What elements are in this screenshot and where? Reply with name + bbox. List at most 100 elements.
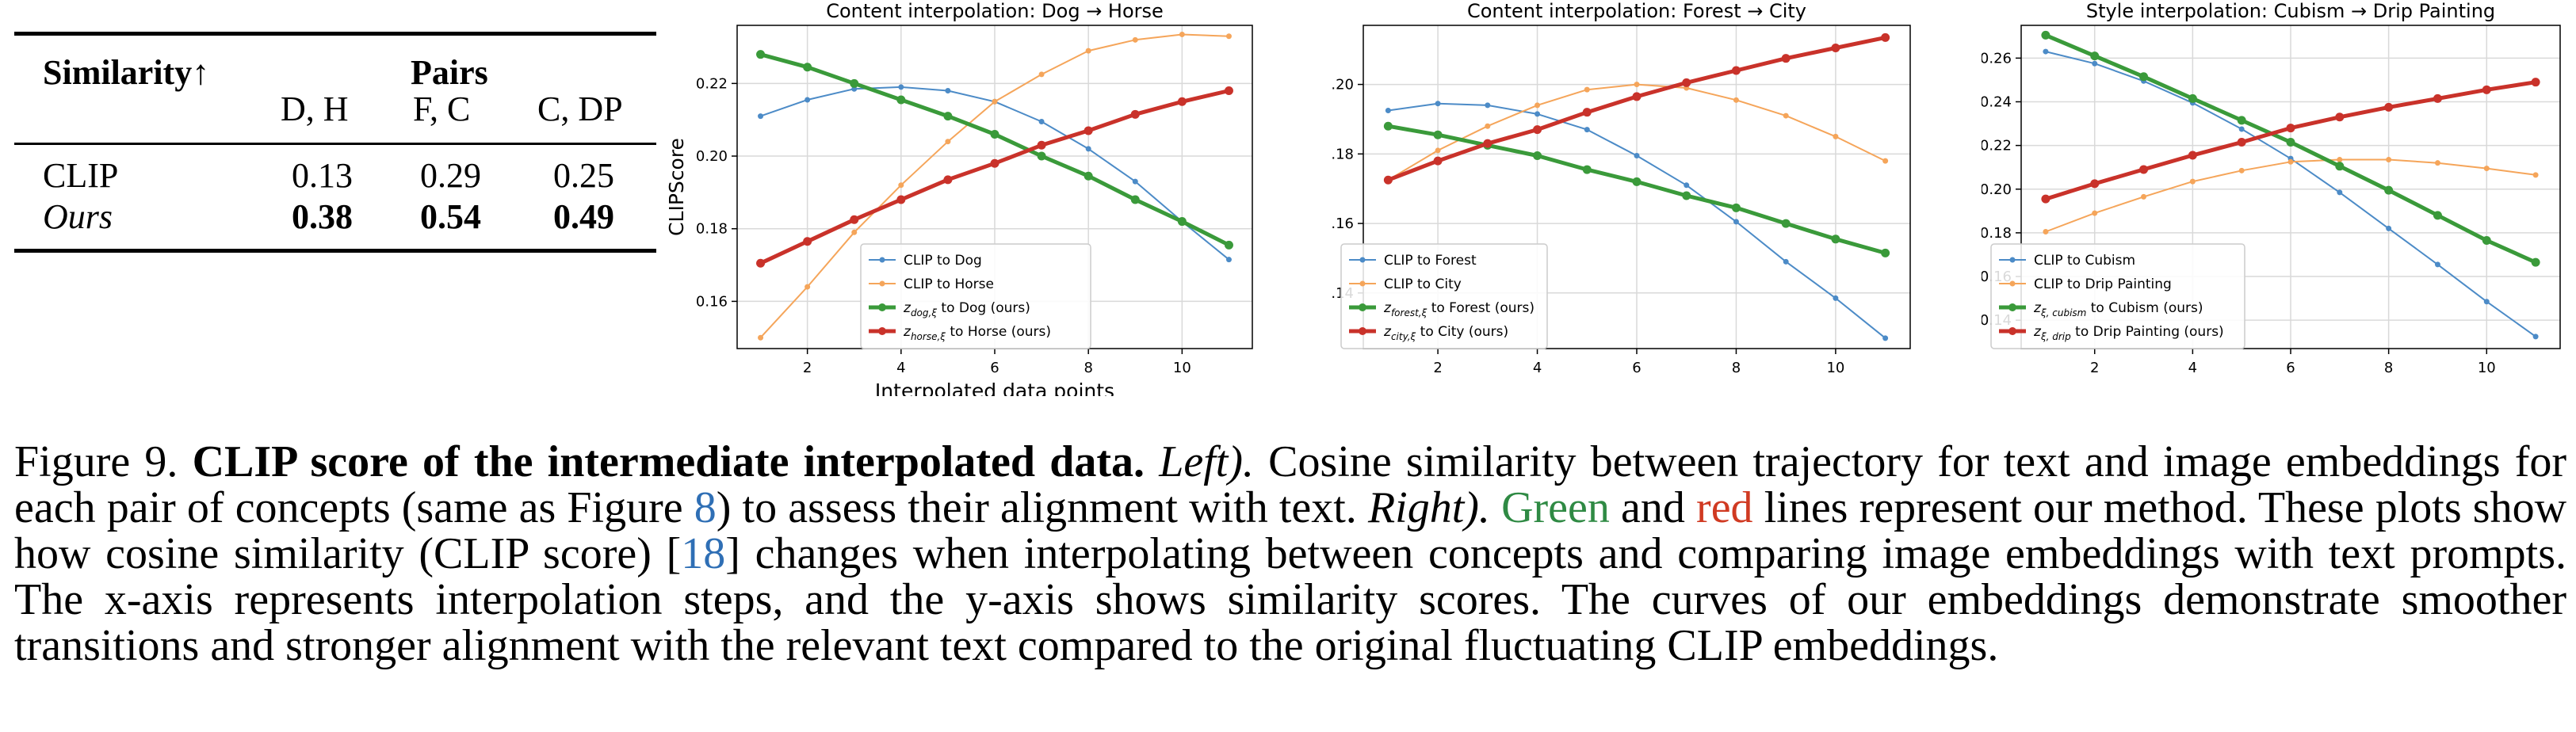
series-point-2 (2531, 257, 2540, 267)
cell-ours-cdp: 0.49 (553, 197, 614, 236)
y-tick-label: 0.18 (1982, 225, 2012, 242)
series-point-2 (2482, 236, 2491, 246)
legend-swatch-marker (1359, 280, 1366, 287)
series-point-0 (2386, 225, 2392, 231)
series-point-0 (2337, 189, 2343, 196)
series-point-1 (945, 139, 951, 145)
header-similarity: Similarity↑ (43, 53, 210, 92)
y-tick-label: 0.20 (696, 148, 728, 165)
legend-swatch-marker (879, 280, 885, 287)
series-point-0 (1225, 257, 1232, 263)
table-mid-rule (14, 143, 656, 145)
x-tick-label: 6 (1632, 360, 1641, 376)
legend-box (860, 243, 1091, 349)
caption-text-1: Cosine similarity between trajectory for… (14, 437, 2567, 532)
legend-swatch-marker (2009, 257, 2016, 263)
caption-text-2: ) to assess their alignment with text. (716, 483, 1368, 532)
series-point-1 (1783, 112, 1789, 119)
series-point-2 (1224, 240, 1233, 250)
series-point-3 (2433, 93, 2442, 103)
series-point-0 (1684, 182, 1690, 189)
legend-label: zcity,ξ to City (ours) (1383, 324, 1508, 342)
legend-box (1340, 243, 1548, 349)
series-point-3 (2286, 124, 2295, 133)
legend-swatch-marker (878, 303, 886, 311)
series-point-2 (990, 130, 999, 139)
caption-and: and (1609, 483, 1697, 532)
series-point-2 (2237, 116, 2246, 125)
series-point-3 (803, 237, 812, 246)
caption-red-word: red (1696, 483, 1753, 532)
x-tick-label: 6 (990, 360, 999, 376)
x-axis-label: Interpolated data points (875, 379, 1114, 396)
series-point-3 (2188, 151, 2197, 160)
legend-label: CLIP to Horse (904, 276, 994, 292)
legend-swatch-marker (2008, 303, 2016, 311)
legend-swatch-marker (1359, 327, 1366, 335)
legend: CLIP to Forest CLIP to City zforest,ξ to F… (1340, 243, 1548, 349)
series-point-3 (1130, 109, 1140, 119)
caption-citation[interactable]: 18 (681, 529, 726, 578)
series-point-2 (896, 95, 906, 105)
series-point-2 (943, 112, 953, 121)
legend-label: CLIP to Drip Painting (2034, 276, 2172, 292)
series-point-0 (1485, 102, 1491, 109)
row-label-ours: Ours (43, 197, 113, 236)
x-tick-label: 8 (1732, 360, 1741, 376)
series-point-1 (1634, 82, 1640, 88)
series-point-3 (1781, 54, 1791, 63)
series-point-2 (1881, 248, 1890, 257)
chart-cubism-drip: Style interpolation: Cubism → Drip Paint… (1982, 0, 2561, 376)
series-point-1 (2092, 210, 2098, 216)
legend-swatch-marker (2008, 327, 2016, 335)
chart-title: Content interpolation: Dog → Horse (826, 0, 1164, 22)
y-tick-label: 0.22 (696, 75, 728, 92)
legend-label: zdog,ξ to Dog (ours) (903, 300, 1030, 318)
y-tick-label: 0.20 (1982, 181, 2012, 198)
series-point-3 (1831, 44, 1840, 53)
series-point-2 (2139, 72, 2149, 82)
series-point-2 (1177, 217, 1187, 227)
series-point-1 (2238, 167, 2245, 173)
series-point-2 (1433, 130, 1443, 139)
series-point-1 (1085, 48, 1091, 54)
cell-clip-dh: 0.13 (292, 156, 353, 195)
series-point-3 (1037, 140, 1046, 150)
series-point-0 (2092, 60, 2098, 67)
series-point-3 (1433, 156, 1443, 166)
legend-swatch-marker (1359, 257, 1366, 263)
series-point-3 (1483, 139, 1492, 148)
series-point-1 (1882, 158, 1889, 164)
series-point-1 (1038, 71, 1045, 78)
series-point-0 (1882, 335, 1889, 341)
series-point-0 (2483, 299, 2490, 305)
caption-figure-ref[interactable]: 8 (694, 483, 717, 532)
series-point-1 (992, 98, 998, 105)
series-point-2 (850, 78, 859, 88)
series-point-1 (1584, 86, 1590, 93)
series-point-2 (1383, 121, 1393, 131)
series-point-0 (2043, 48, 2049, 55)
series-point-1 (1179, 31, 1185, 37)
series-point-0 (1132, 178, 1138, 185)
legend-swatch-marker (879, 257, 885, 263)
series-point-2 (1533, 151, 1542, 161)
series-point-1 (898, 182, 904, 189)
col-header-cdp: C, DP (537, 90, 623, 128)
cell-ours-fc: 0.54 (420, 197, 481, 236)
series-point-1 (805, 284, 811, 290)
legend-label: zξ, cubism to Cubism (ours) (2033, 300, 2203, 318)
y-axis-label: CLIPScore (666, 138, 688, 236)
legend-label: zhorse,ξ to Horse (ours) (903, 324, 1051, 342)
series-point-1 (2434, 160, 2440, 166)
series-point-2 (1632, 177, 1642, 186)
legend-label: zξ, drip to Drip Painting (ours) (2033, 324, 2224, 342)
x-tick-label: 4 (896, 360, 905, 376)
series-point-2 (1037, 151, 1046, 161)
legend-label: CLIP to Forest (1384, 253, 1477, 269)
series-point-2 (756, 50, 766, 59)
cell-ours-dh: 0.38 (292, 197, 353, 236)
plot-frame (2020, 25, 2561, 349)
legend-swatch-marker (1359, 303, 1366, 311)
series-point-2 (1781, 219, 1791, 228)
